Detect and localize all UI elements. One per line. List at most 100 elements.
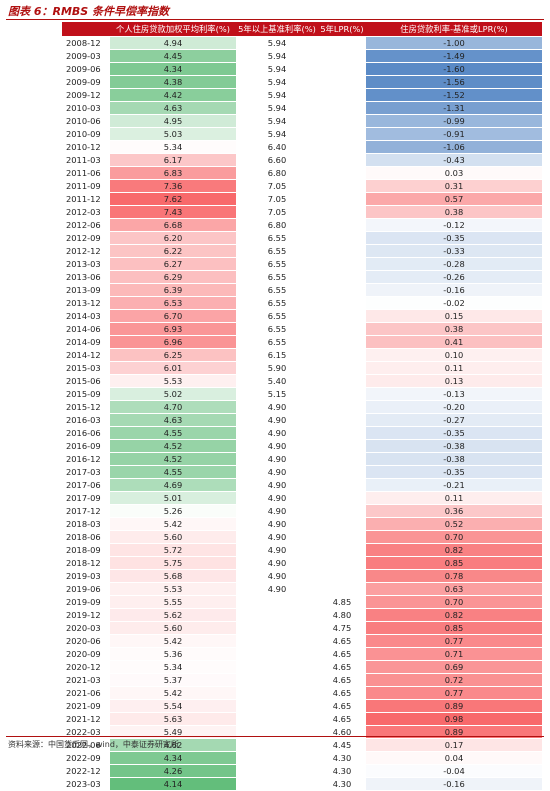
value-cell: 4.30 (318, 777, 366, 791)
date-cell: 2015-03 (62, 361, 110, 375)
value-cell (318, 439, 366, 453)
value-cell (318, 218, 366, 232)
date-cell: 2016-03 (62, 413, 110, 427)
value-cell: 0.13 (366, 374, 542, 388)
value-cell (318, 244, 366, 258)
value-cell: 6.55 (236, 283, 318, 297)
value-cell: 4.65 (318, 634, 366, 648)
value-cell: 6.96 (110, 335, 236, 349)
value-cell: 5.54 (110, 699, 236, 713)
value-cell: 0.04 (366, 751, 542, 765)
value-cell (318, 413, 366, 427)
value-cell: 7.05 (236, 179, 318, 193)
value-cell: 0.15 (366, 309, 542, 323)
value-cell: 0.41 (366, 335, 542, 349)
value-cell: 6.80 (236, 218, 318, 232)
table-row: 2015-12 4.70 4.90 -0.20 (62, 400, 542, 414)
value-cell (318, 296, 366, 310)
value-cell: 5.01 (110, 491, 236, 505)
table-row: 2011-03 6.17 6.60 -0.43 (62, 153, 542, 167)
value-cell: 6.22 (110, 244, 236, 258)
value-cell: 4.63 (110, 101, 236, 115)
value-cell: 0.85 (366, 556, 542, 570)
value-cell: 6.15 (236, 348, 318, 362)
value-cell (318, 426, 366, 440)
value-cell (318, 62, 366, 76)
date-cell: 2019-06 (62, 582, 110, 596)
value-cell: 6.70 (110, 309, 236, 323)
table-row: 2019-06 5.53 4.90 0.63 (62, 582, 542, 596)
value-cell (318, 530, 366, 544)
value-cell: 6.29 (110, 270, 236, 284)
value-cell: 0.31 (366, 179, 542, 193)
value-cell (236, 764, 318, 778)
date-cell: 2022-09 (62, 751, 110, 765)
value-cell (318, 374, 366, 388)
value-cell: -1.49 (366, 49, 542, 63)
table-row: 2010-09 5.03 5.94 -0.91 (62, 127, 542, 141)
value-cell (236, 660, 318, 674)
value-cell (318, 153, 366, 167)
value-cell: 4.65 (318, 712, 366, 726)
value-cell: 5.34 (110, 660, 236, 674)
value-cell: 4.45 (318, 738, 366, 752)
date-cell: 2016-12 (62, 452, 110, 466)
table-row: 2017-12 5.26 4.90 0.36 (62, 504, 542, 518)
value-cell: 0.70 (366, 595, 542, 609)
value-cell: 4.65 (318, 699, 366, 713)
date-cell: 2017-03 (62, 465, 110, 479)
value-cell: 5.42 (110, 686, 236, 700)
date-cell: 2011-03 (62, 153, 110, 167)
value-cell: 6.20 (110, 231, 236, 245)
date-cell: 2009-12 (62, 88, 110, 102)
value-cell: 5.02 (110, 387, 236, 401)
value-cell: 6.39 (110, 283, 236, 297)
date-cell: 2010-03 (62, 101, 110, 115)
date-cell: 2020-09 (62, 647, 110, 661)
value-cell: 5.42 (110, 634, 236, 648)
value-cell (236, 647, 318, 661)
value-cell: 5.90 (236, 361, 318, 375)
table-row: 2014-06 6.93 6.55 0.38 (62, 322, 542, 336)
value-cell (318, 465, 366, 479)
value-cell: 6.01 (110, 361, 236, 375)
value-cell: 6.55 (236, 335, 318, 349)
value-cell (236, 751, 318, 765)
value-cell: -0.16 (366, 777, 542, 791)
value-cell (318, 166, 366, 180)
value-cell: 5.94 (236, 36, 318, 50)
value-cell: -0.35 (366, 465, 542, 479)
value-cell (318, 582, 366, 596)
value-cell: 0.11 (366, 361, 542, 375)
value-cell (236, 699, 318, 713)
date-cell: 2022-12 (62, 764, 110, 778)
date-cell: 2021-06 (62, 686, 110, 700)
value-cell: 4.55 (110, 426, 236, 440)
date-cell: 2022-06 (62, 738, 110, 752)
table-row: 2011-12 7.62 7.05 0.57 (62, 192, 542, 206)
table-row: 2022-09 4.34 4.30 0.04 (62, 751, 542, 765)
table-row: 2017-03 4.55 4.90 -0.35 (62, 465, 542, 479)
value-cell (318, 309, 366, 323)
table-row: 2016-06 4.55 4.90 -0.35 (62, 426, 542, 440)
value-cell: 0.77 (366, 686, 542, 700)
value-cell: -0.21 (366, 478, 542, 492)
table-row: 2015-09 5.02 5.15 -0.13 (62, 387, 542, 401)
title-rule (6, 19, 544, 20)
value-cell: 4.90 (236, 582, 318, 596)
value-cell (318, 205, 366, 219)
date-cell: 2018-09 (62, 543, 110, 557)
value-cell: 5.94 (236, 101, 318, 115)
date-cell: 2013-03 (62, 257, 110, 271)
value-cell: 5.36 (110, 647, 236, 661)
page: {"header": {"title": "图表 6：RMBS 条件早偿率指数"… (6, 5, 544, 791)
value-cell: 4.62 (110, 738, 236, 752)
table-row: 2017-09 5.01 4.90 0.11 (62, 491, 542, 505)
date-cell: 2018-12 (62, 556, 110, 570)
value-cell: 4.90 (236, 530, 318, 544)
value-cell: 0.38 (366, 322, 542, 336)
value-cell (318, 348, 366, 362)
value-cell: 7.36 (110, 179, 236, 193)
date-cell: 2019-03 (62, 569, 110, 583)
date-cell: 2018-06 (62, 530, 110, 544)
